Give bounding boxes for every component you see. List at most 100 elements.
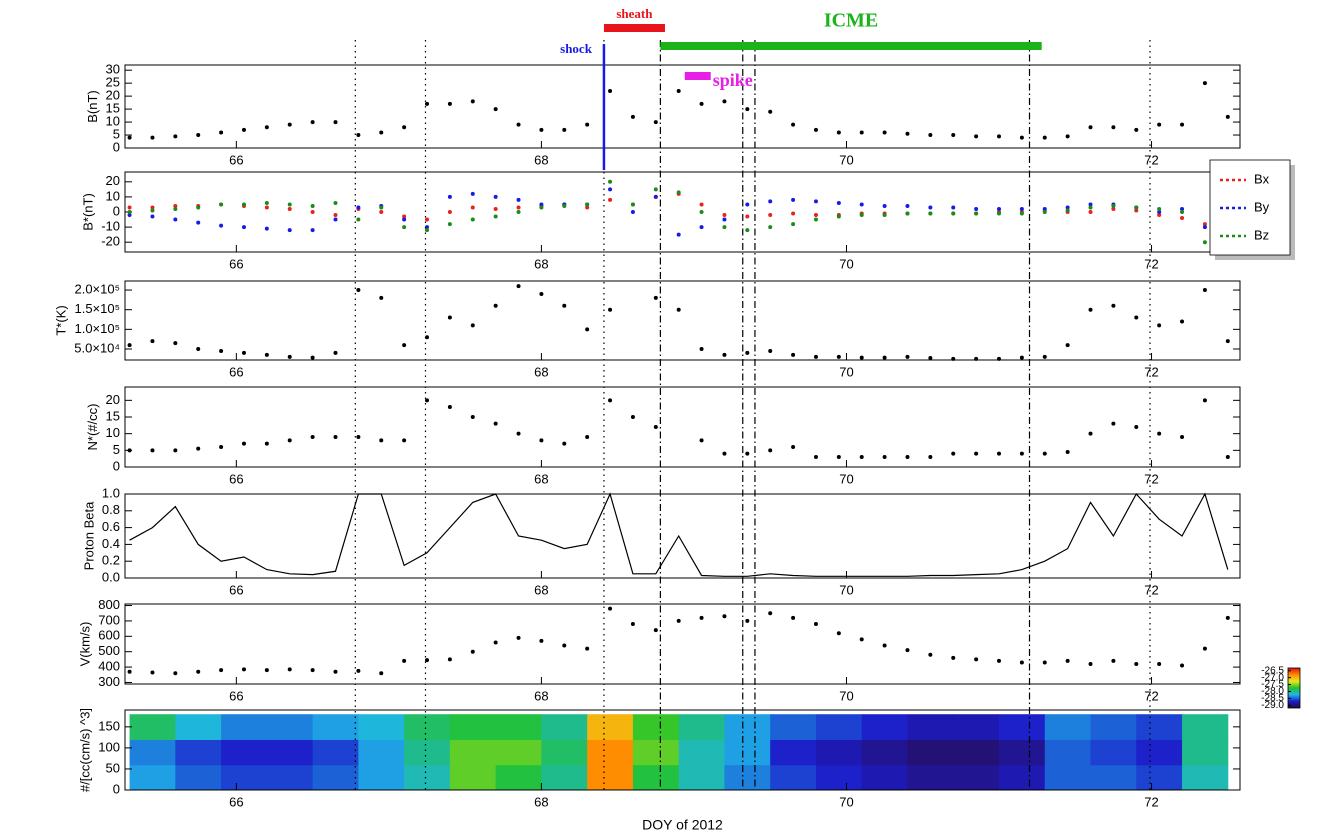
plot-frame [124,603,1241,685]
data-point [768,348,773,353]
heatmap-cell [587,739,634,766]
data-point [241,225,246,230]
y-tick-label: 10 [106,114,120,129]
heatmap-cell [724,764,771,791]
y-tick-label: 0 [113,139,120,154]
heatmap-cell [266,739,314,766]
y-tick-label: 30 [106,62,120,77]
data-point [310,228,315,233]
data-point [630,202,635,207]
data-point [150,214,155,219]
data-point [585,327,590,332]
y-axis-label: T*(K) [54,305,69,335]
data-point [653,295,658,300]
y-tick-label: 0.4 [102,536,120,551]
x-tick-label: 66 [229,582,243,597]
data-point [447,405,452,409]
data-point [882,213,887,218]
heatmap-cell [770,764,817,791]
data-point [1134,205,1139,210]
colorbar-tick-label: -28.5 [1261,693,1284,704]
heatmap-cell [724,739,771,766]
data-point [562,127,567,132]
heatmap-cell [312,764,359,791]
legend-label: Bx [1254,171,1270,186]
data-point [173,671,178,676]
data-point [997,658,1002,663]
data-point [585,122,590,127]
data-point [791,197,796,202]
x-tick-label: 68 [534,364,548,379]
data-point [241,202,246,207]
data-point [1065,205,1070,210]
heatmap-cell [404,764,451,791]
x-tick-label: 70 [839,471,853,486]
data-point [974,451,979,456]
heatmap-cell [312,739,359,766]
heatmap-cell [815,714,863,740]
heatmap-cell [1090,764,1137,791]
y-tick-label: 0.6 [102,519,120,534]
data-point [608,187,613,192]
data-point [287,202,292,207]
y-tick-label: 0.8 [102,502,120,517]
data-point [241,441,246,446]
y-tick-label: 10 [106,188,120,203]
data-point [516,284,521,289]
data-point [1225,455,1230,459]
data-point [447,101,452,106]
data-point [402,214,407,219]
interval-label: sheath [616,6,653,21]
y-axis-label: Proton Beta [81,501,96,570]
heatmap-cell [724,714,771,740]
data-point [493,194,498,199]
data-point [974,206,979,211]
heatmap-cell [129,764,176,791]
data-point [173,341,178,346]
y-tick-label: -10 [101,219,120,234]
data-point [241,127,246,132]
data-point [402,438,407,443]
data-point [1134,315,1139,320]
data-point [745,451,750,456]
data-point [493,107,498,112]
heatmap-cell [221,714,268,740]
data-point [1111,206,1116,211]
data-point [1065,450,1070,454]
data-point [402,217,407,222]
data-point [1111,125,1116,130]
data-point [264,226,269,231]
y-tick-label: -20 [101,234,120,249]
data-point [1065,343,1070,348]
heatmap-cell [907,714,954,740]
data-point [676,618,681,623]
data-point [1157,431,1162,436]
data-point [1065,208,1070,213]
data-point [1134,425,1139,429]
data-point [1088,205,1093,210]
data-point [1042,660,1047,665]
heatmap-cell [221,764,268,791]
data-point [813,213,818,218]
data-point [974,356,979,361]
heatmap-cell [129,714,176,740]
data-point [813,622,818,626]
data-point [196,446,201,451]
data-point [951,205,956,210]
data-point [562,643,567,648]
data-point [791,615,796,620]
x-tick-label: 66 [229,794,243,809]
shock-label: shock [560,41,593,56]
data-point [333,669,338,674]
y-axis-label: N*(#/cc) [85,404,100,451]
data-point [287,438,292,443]
data-point [493,214,498,219]
data-point [882,643,887,648]
heatmap-cell [358,739,405,766]
data-point [974,211,979,216]
data-point [928,211,933,216]
heatmap-cell [999,764,1046,791]
heatmap-cell [953,739,1000,766]
data-point [608,307,613,312]
y-tick-label: 400 [98,659,120,674]
